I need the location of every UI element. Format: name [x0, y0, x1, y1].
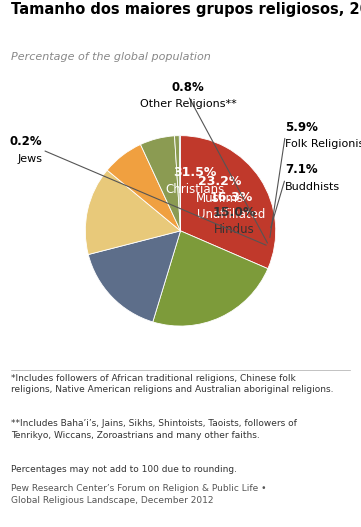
- Text: 23.2%: 23.2%: [198, 175, 241, 188]
- Wedge shape: [85, 170, 180, 255]
- Text: Pew Research Center’s Forum on Religion & Public Life •
Global Religious Landsca: Pew Research Center’s Forum on Religion …: [11, 484, 266, 505]
- Text: Hindus: Hindus: [214, 223, 255, 236]
- Wedge shape: [179, 135, 180, 231]
- Text: *Includes followers of African traditional religions, Chinese folk
religions, Na: *Includes followers of African tradition…: [11, 374, 333, 394]
- Text: Other Religions**: Other Religions**: [140, 99, 236, 109]
- Wedge shape: [180, 135, 276, 269]
- Text: 5.9%: 5.9%: [285, 121, 318, 133]
- Text: **Includes Baha’i’s, Jains, Sikhs, Shintoists, Taoists, followers of
Tenrikyo, W: **Includes Baha’i’s, Jains, Sikhs, Shint…: [11, 419, 297, 440]
- Text: 7.1%: 7.1%: [285, 163, 318, 177]
- Text: Tamanho dos maiores grupos religiosos, 2010: Tamanho dos maiores grupos religiosos, 2…: [11, 2, 361, 17]
- Wedge shape: [153, 231, 268, 326]
- Text: Percentages may not add to 100 due to rounding.: Percentages may not add to 100 due to ro…: [11, 465, 237, 474]
- Text: 16.3%: 16.3%: [210, 191, 253, 203]
- Wedge shape: [174, 135, 180, 231]
- Text: Buddhists: Buddhists: [285, 182, 340, 192]
- Text: Muslims: Muslims: [195, 192, 244, 205]
- Text: Jews: Jews: [17, 153, 43, 163]
- Text: Folk Religionists*: Folk Religionists*: [285, 139, 361, 149]
- Text: Christians: Christians: [165, 183, 224, 197]
- Text: 31.5%: 31.5%: [173, 167, 216, 179]
- Text: Percentage of the global population: Percentage of the global population: [11, 52, 210, 62]
- Text: Unaffiliated: Unaffiliated: [197, 208, 265, 221]
- Wedge shape: [140, 136, 180, 231]
- Text: 15.0%: 15.0%: [213, 206, 256, 219]
- Text: 0.8%: 0.8%: [172, 81, 204, 94]
- Text: 0.2%: 0.2%: [10, 135, 43, 148]
- Wedge shape: [88, 231, 180, 322]
- Wedge shape: [107, 144, 180, 231]
